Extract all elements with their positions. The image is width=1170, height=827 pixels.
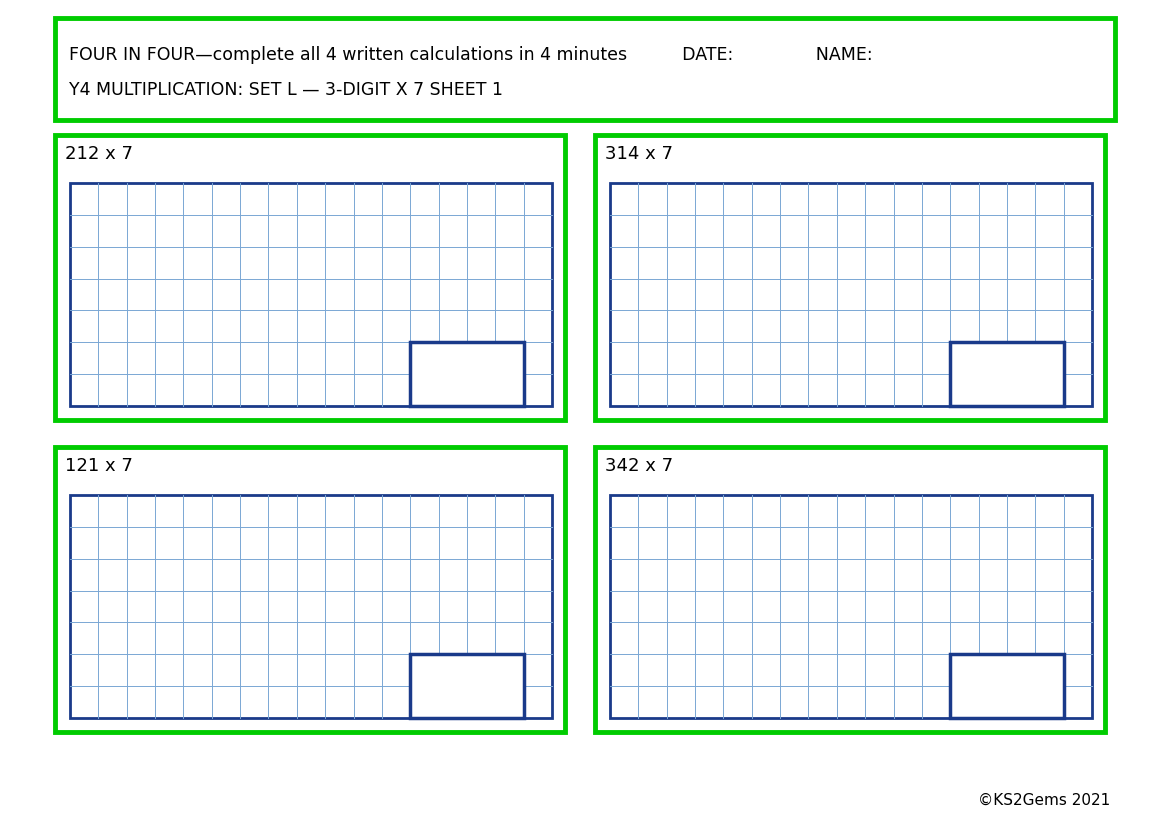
Bar xyxy=(411,342,524,406)
Text: Y4 MULTIPLICATION: SET L — 3-DIGIT X 7 SHEET 1: Y4 MULTIPLICATION: SET L — 3-DIGIT X 7 S… xyxy=(69,81,503,99)
Bar xyxy=(55,18,1115,120)
Bar xyxy=(610,495,1092,718)
Bar xyxy=(596,135,1104,420)
Bar xyxy=(55,135,565,420)
Text: 314 x 7: 314 x 7 xyxy=(605,145,673,163)
Text: 121 x 7: 121 x 7 xyxy=(66,457,133,475)
Text: 212 x 7: 212 x 7 xyxy=(66,145,133,163)
Bar xyxy=(610,183,1092,406)
Bar xyxy=(70,183,552,406)
Bar xyxy=(70,495,552,718)
Bar xyxy=(950,342,1064,406)
Bar xyxy=(411,654,524,718)
Bar xyxy=(55,447,565,732)
Text: ©KS2Gems 2021: ©KS2Gems 2021 xyxy=(978,793,1110,808)
Text: 342 x 7: 342 x 7 xyxy=(605,457,673,475)
Bar xyxy=(596,447,1104,732)
Bar xyxy=(950,654,1064,718)
Text: FOUR IN FOUR—complete all 4 written calculations in 4 minutes          DATE:    : FOUR IN FOUR—complete all 4 written calc… xyxy=(69,46,873,64)
